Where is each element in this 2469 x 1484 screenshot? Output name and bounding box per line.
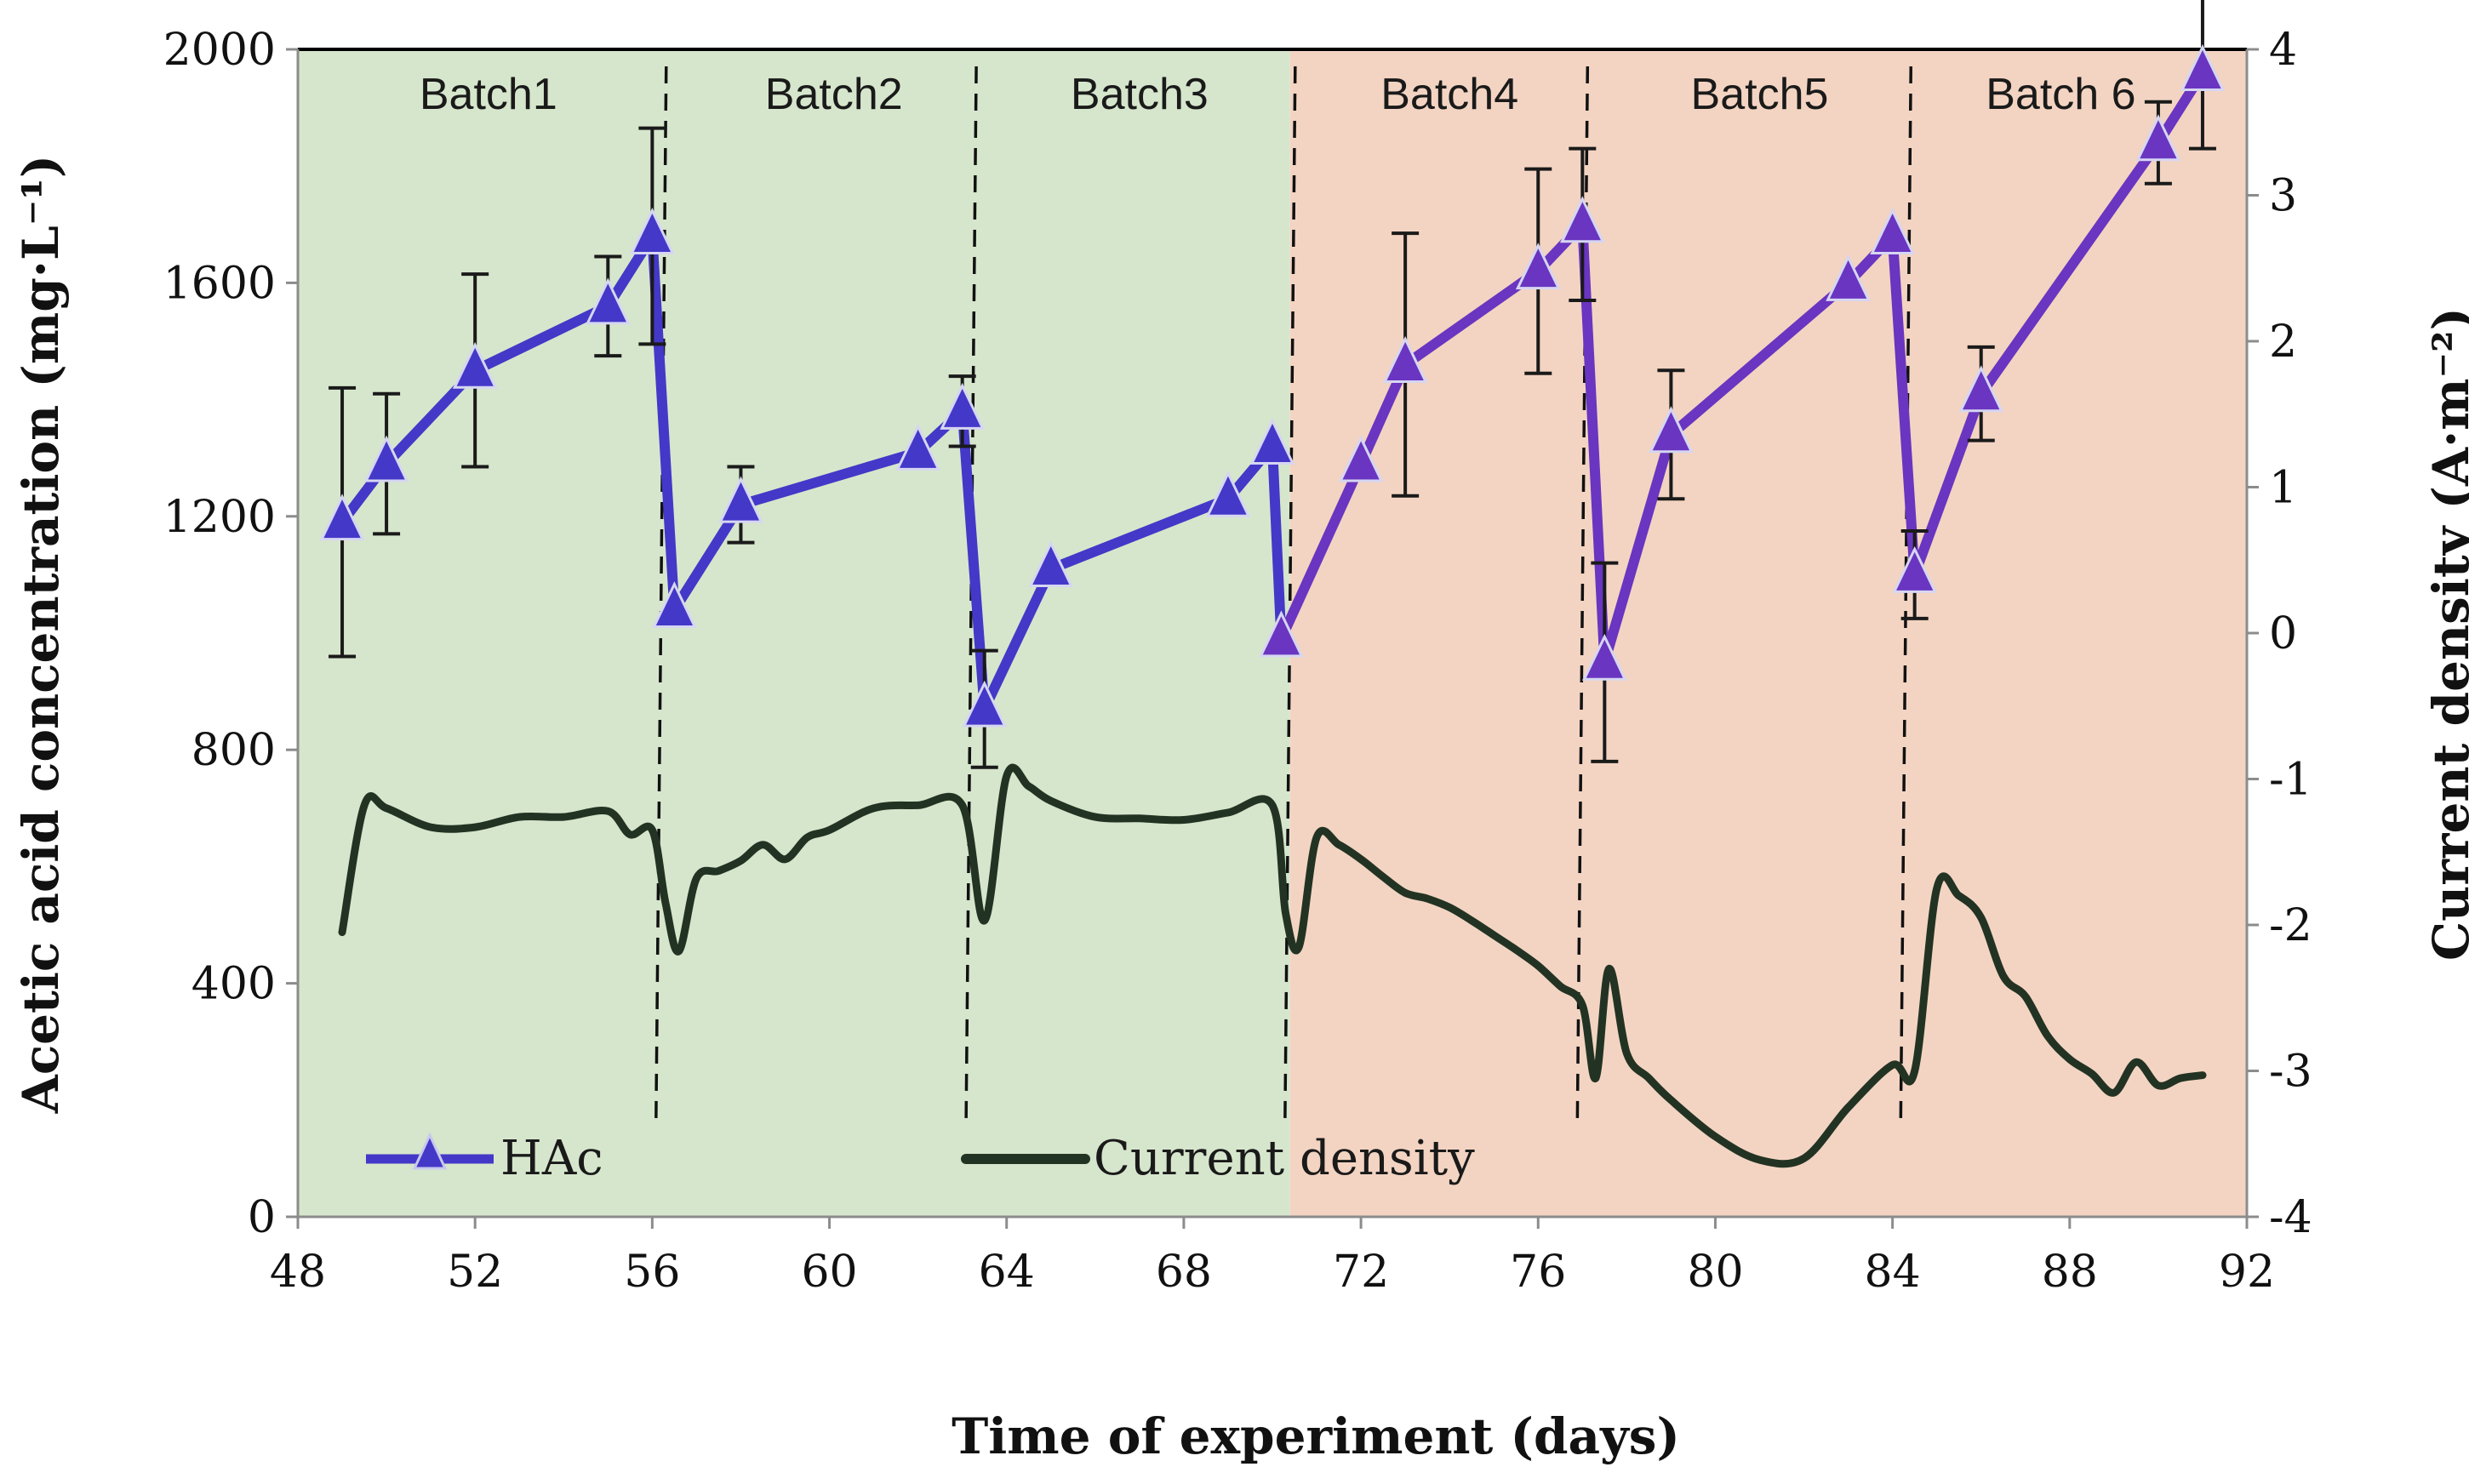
y-axis-right-title: Current density (A·m⁻²) [2422, 307, 2469, 961]
hac-point-marker [363, 435, 409, 482]
hac-point-marker [1581, 633, 1627, 681]
y-left-tick-label: 1200 [163, 492, 276, 543]
hac-point-marker [1515, 243, 1561, 290]
batch-labels: Batch1 Batch2 Batch3 Batch4 Batch5 Batch 6 [420, 70, 2136, 119]
hac-line-segment [735, 447, 923, 511]
hac-line-segment [647, 231, 680, 615]
x-tick-label: 48 [270, 1247, 326, 1298]
x-tick-label: 56 [624, 1247, 680, 1298]
current-density-line [338, 763, 2207, 1168]
hac-point-marker [895, 423, 941, 471]
x-tick-label: 68 [1156, 1247, 1212, 1298]
y-right-tick-label: 4 [2269, 25, 2297, 76]
hac-line-segment [470, 300, 614, 376]
y-right-tick-label: 0 [2269, 608, 2297, 659]
y-right-tick-label: -3 [2269, 1047, 2312, 1098]
axis-ticks: 0 400 800 1200 1600 2000 -4 -3 -2 -1 0 1 2 3 4 48 52 56 60… [163, 25, 2312, 1298]
batch-label-5: Batch5 [1691, 70, 1829, 119]
hac-point-marker [1892, 545, 1938, 593]
x-tick-label: 88 [2042, 1247, 2098, 1298]
batch-label-1: Batch1 [420, 70, 557, 119]
hac-point-marker [1259, 610, 1304, 658]
hac-point-marker [940, 382, 986, 430]
x-tick-label: 76 [1510, 1247, 1566, 1298]
hac-point-marker [2135, 114, 2181, 162]
hac-line-segment [1666, 277, 1854, 440]
hac-point-marker [1382, 335, 1428, 383]
batch-boundary-line [1283, 66, 1297, 1124]
x-tick-label: 80 [1687, 1247, 1743, 1298]
y-right-tick-label: -2 [2269, 900, 2312, 951]
hac-point-marker [1958, 365, 2004, 413]
batch-label-2: Batch2 [765, 70, 903, 119]
hac-line-segment [1045, 494, 1233, 574]
hac-point-marker [1649, 406, 1694, 454]
x-tick-label: 72 [1333, 1247, 1389, 1298]
x-tick-label: 64 [979, 1247, 1035, 1298]
hac-point-marker [1870, 208, 1916, 255]
legend-hac-triangle-icon [412, 1132, 448, 1170]
y-left-tick-label: 0 [248, 1192, 276, 1243]
batch-label-6: Batch 6 [1986, 70, 2135, 119]
hac-point-marker [718, 476, 763, 523]
hac-point-marker [319, 494, 365, 541]
y-axis-left-title: Acetic acid concentration (mg·L⁻¹) [12, 155, 70, 1114]
y-left-tick-label: 1600 [163, 258, 276, 309]
y-left-tick-label: 400 [191, 959, 276, 1010]
y-left-tick-label: 800 [191, 725, 276, 776]
hac-point-marker [629, 208, 675, 255]
legend: HAc Current density [366, 1131, 1475, 1186]
background-zone-1 [298, 49, 1290, 1217]
hac-line-segment [1599, 429, 1677, 668]
legend-hac-label: HAc [500, 1131, 603, 1186]
hac-point-marker [1249, 418, 1295, 465]
y-right-tick-label: 1 [2269, 463, 2297, 514]
hac-point-marker [2180, 43, 2226, 91]
hac-point-marker [1338, 435, 1384, 482]
y-right-tick-label: 2 [2269, 317, 2297, 368]
hac-point-marker [585, 277, 631, 325]
hac-point-marker [962, 680, 1008, 728]
x-tick-label: 52 [447, 1247, 503, 1298]
batch-label-4: Batch4 [1380, 70, 1518, 119]
hac-line-segment [957, 406, 990, 715]
hac-point-marker [1028, 540, 1074, 588]
hac-point-marker [1559, 196, 1605, 243]
current-density-series [338, 763, 2207, 1168]
hac-line-segment [1276, 459, 1367, 644]
hac-line-segment [1909, 388, 1986, 580]
x-tick-label: 60 [801, 1247, 857, 1298]
batch-label-3: Batch3 [1071, 70, 1209, 119]
hac-point-marker [1205, 470, 1251, 517]
hac-line-segment [1887, 231, 1920, 580]
hac-line-segment [1267, 441, 1287, 644]
hac-point-marker [1826, 254, 1871, 301]
hac-point-marker [452, 341, 498, 389]
legend-current-label: Current density [1094, 1131, 1475, 1186]
x-tick-label: 84 [1865, 1247, 1921, 1298]
y-left-tick-label: 2000 [163, 25, 276, 76]
x-axis-title: Time of experiment (days) [952, 1407, 1680, 1465]
y-right-tick-label: -1 [2269, 755, 2312, 806]
y-right-tick-label: 3 [2269, 171, 2297, 222]
hac-line-segment [979, 563, 1056, 715]
hac-line-segment [1975, 137, 2163, 399]
hac-series [319, 0, 2226, 769]
hac-point-marker [652, 581, 697, 629]
y-right-tick-label: -4 [2269, 1192, 2312, 1243]
hac-line-segment [1577, 219, 1610, 668]
x-tick-label: 92 [2219, 1247, 2275, 1298]
hac-line-segment [1400, 265, 1544, 370]
